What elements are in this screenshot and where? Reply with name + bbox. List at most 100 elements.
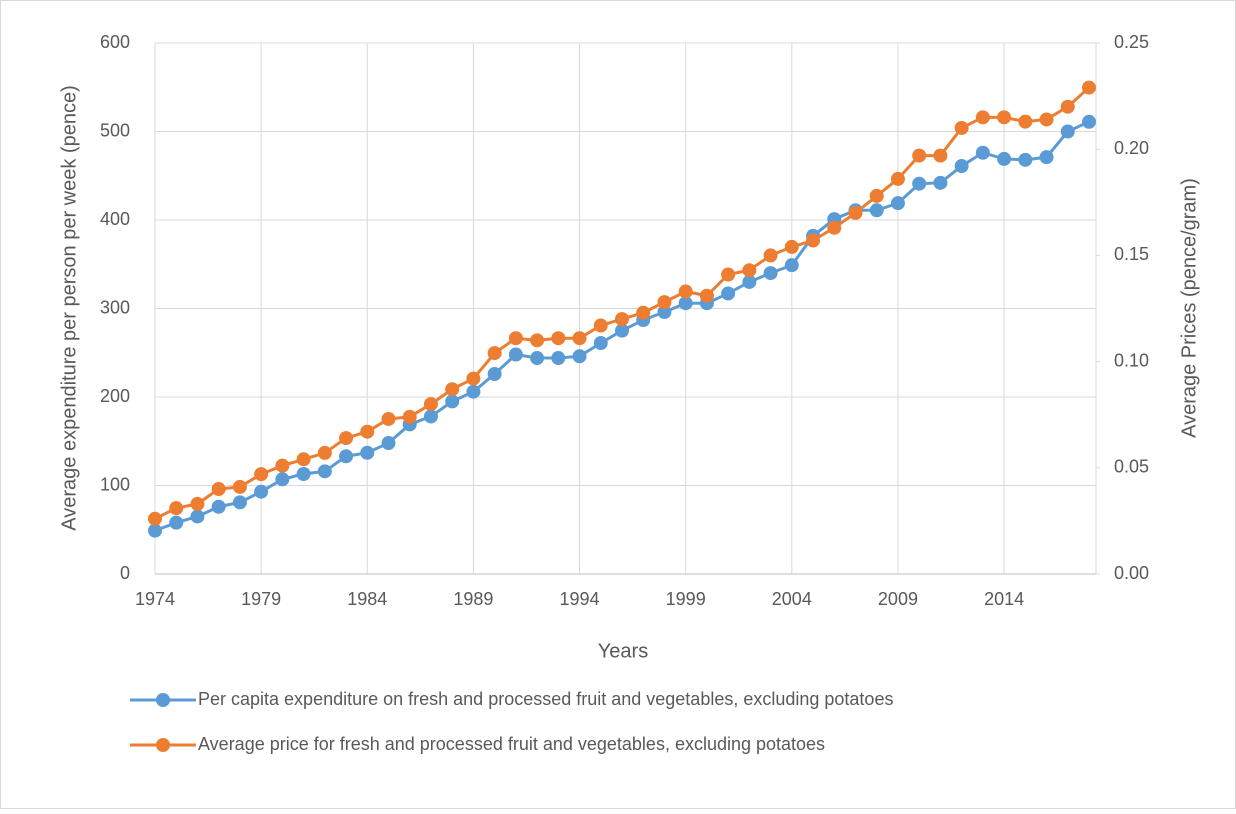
x-axis-label: Years (598, 640, 648, 662)
data-point (148, 523, 162, 538)
legend-label: Average price for fresh and processed fr… (198, 734, 825, 754)
data-point (423, 397, 438, 412)
legend-marker (156, 738, 170, 752)
data-point (869, 188, 884, 203)
data-point (975, 145, 990, 160)
data-point (827, 220, 842, 235)
data-point (572, 331, 587, 346)
y-tick-label: 200 (100, 386, 130, 406)
data-point (1060, 124, 1075, 139)
y-tick-label: 100 (100, 474, 130, 494)
data-point (551, 351, 566, 366)
data-point (997, 110, 1012, 125)
data-point (954, 159, 969, 174)
data-point (1018, 152, 1033, 167)
y2-tick-label: 0.25 (1114, 32, 1149, 52)
y-tick-label: 0 (120, 563, 130, 583)
x-tick-label: 1989 (453, 589, 493, 609)
x-tick-label: 1984 (347, 589, 387, 609)
data-point (487, 366, 502, 381)
y2-tick-label: 0.05 (1114, 457, 1149, 477)
data-point (784, 258, 799, 273)
y2-tick-label: 0.10 (1114, 350, 1149, 370)
data-point (678, 284, 693, 299)
x-tick-label: 1999 (666, 589, 706, 609)
data-point (1082, 114, 1096, 129)
x-tick-label: 1974 (135, 589, 175, 609)
y-tick-label: 500 (100, 120, 130, 140)
data-point (466, 384, 481, 399)
data-point (339, 431, 354, 446)
legend-label: Per capita expenditure on fresh and proc… (198, 689, 893, 709)
data-point (1018, 114, 1033, 129)
data-point (360, 424, 375, 439)
data-point (148, 511, 162, 526)
data-point (763, 248, 778, 263)
x-tick-label: 2004 (772, 589, 812, 609)
data-point (530, 351, 545, 366)
x-tick-label: 2009 (878, 589, 918, 609)
data-point (678, 296, 693, 311)
data-point (508, 347, 523, 362)
data-point (615, 312, 629, 327)
x-tick-label: 1994 (560, 589, 600, 609)
data-point (275, 458, 290, 473)
data-point (912, 148, 927, 163)
data-point (1039, 112, 1054, 127)
data-point (593, 318, 608, 333)
data-point (1039, 150, 1054, 165)
data-point (572, 349, 587, 364)
data-point (551, 331, 566, 346)
data-point (317, 445, 332, 460)
data-point (487, 346, 502, 361)
data-point (593, 336, 608, 351)
data-point (742, 263, 757, 278)
data-point (869, 203, 884, 218)
data-point (721, 286, 736, 301)
data-point (445, 382, 460, 397)
data-point (190, 496, 205, 511)
data-point (296, 452, 311, 467)
data-point (912, 176, 927, 191)
data-point (381, 436, 396, 451)
data-point (211, 482, 226, 497)
data-point (975, 110, 990, 125)
data-point (657, 305, 672, 320)
data-point (1082, 80, 1096, 95)
data-point (784, 239, 799, 254)
data-point (657, 295, 672, 310)
data-point (211, 499, 226, 514)
data-point (954, 120, 969, 135)
data-point (508, 331, 523, 346)
data-point (381, 411, 396, 426)
data-point (763, 266, 778, 281)
data-point (339, 449, 354, 464)
data-point (636, 305, 651, 320)
data-point (890, 196, 905, 211)
y2-tick-label: 0.15 (1114, 244, 1149, 264)
data-point (742, 274, 757, 289)
y2-axis-label: Average Prices (pence/gram) (1178, 178, 1200, 438)
data-point (423, 409, 438, 424)
data-point (232, 479, 247, 494)
y2-tick-label: 0.00 (1114, 563, 1149, 583)
data-point (317, 464, 332, 479)
data-point (296, 466, 311, 481)
y-tick-label: 600 (100, 32, 130, 52)
data-point (232, 495, 247, 510)
y2-tick-label: 0.20 (1114, 138, 1149, 158)
x-tick-label: 2014 (984, 589, 1024, 609)
data-point (254, 467, 269, 482)
y-tick-label: 400 (100, 209, 130, 229)
data-point (615, 323, 629, 338)
data-point (848, 205, 863, 220)
y-axis-label: Average expenditure per person per week … (58, 85, 80, 530)
data-point (933, 175, 948, 190)
y-tick-label: 300 (100, 297, 130, 317)
data-point (190, 509, 205, 524)
data-point (997, 151, 1012, 166)
data-point (360, 445, 375, 460)
data-point (530, 333, 545, 348)
data-point (933, 148, 948, 163)
data-point (275, 472, 290, 487)
